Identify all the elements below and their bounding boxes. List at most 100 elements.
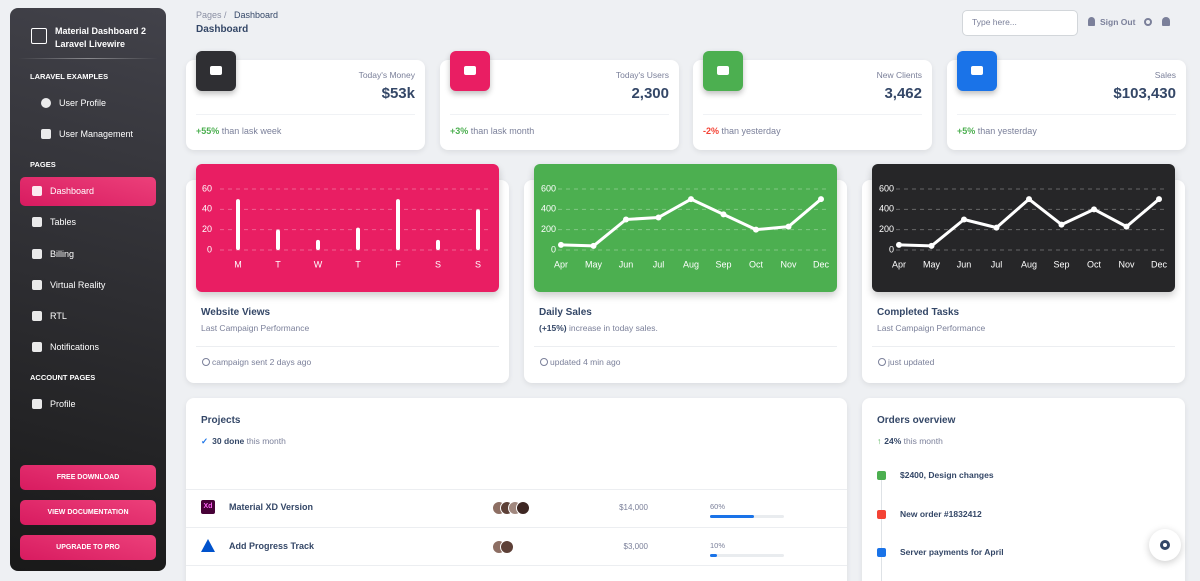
completion-label: 60% bbox=[710, 502, 726, 511]
timeline-item: Server payments for April bbox=[900, 547, 1004, 557]
member-avatar bbox=[516, 501, 530, 515]
line bbox=[898, 197, 1160, 248]
x-tick-label: T bbox=[275, 259, 281, 269]
stat-value: $103,430 bbox=[1113, 85, 1176, 102]
stat-icon bbox=[210, 66, 222, 75]
point bbox=[623, 216, 629, 223]
stat-change: +5% bbox=[957, 126, 976, 136]
sidebar-heading: PAGES bbox=[30, 160, 56, 170]
search-box[interactable] bbox=[962, 10, 1078, 36]
brand-line: Laravel Livewire bbox=[55, 39, 126, 49]
point bbox=[1058, 221, 1065, 228]
x-tick-label: Oct bbox=[1087, 259, 1102, 269]
nav-item[interactable]: Virtual Reality bbox=[50, 279, 106, 290]
user-icon bbox=[1088, 17, 1095, 26]
done-count: 30 done bbox=[212, 436, 245, 446]
point bbox=[558, 241, 564, 248]
settings-button[interactable] bbox=[1149, 529, 1181, 561]
stat-icon bbox=[971, 66, 983, 75]
point bbox=[1091, 206, 1097, 213]
progress-track bbox=[710, 554, 784, 557]
x-tick-label: Dec bbox=[1151, 259, 1168, 269]
nav-item[interactable]: User Management bbox=[59, 129, 134, 140]
progress-fill bbox=[710, 515, 755, 518]
chart: 0 200 400 600 Apr May Jun Jul Aug Sep Oct Nov Dec bbox=[541, 183, 830, 269]
x-tick-label: T bbox=[355, 259, 361, 269]
brand-line: Material Dashboard 2 bbox=[55, 26, 147, 36]
chart-card-divider bbox=[534, 346, 837, 347]
line bbox=[560, 197, 822, 248]
active-nav-bg bbox=[20, 177, 156, 207]
stat-change: -2% bbox=[703, 126, 720, 136]
timeline-item: $2400, Design changes bbox=[900, 470, 994, 480]
nav-item[interactable]: Tables bbox=[50, 217, 77, 228]
notifications-icon[interactable] bbox=[1162, 17, 1170, 26]
stat-divider bbox=[196, 114, 415, 115]
point bbox=[590, 242, 597, 249]
projects-title: Projects bbox=[201, 415, 241, 426]
bar bbox=[476, 209, 480, 250]
chart-card-divider bbox=[196, 346, 499, 347]
sidebar-divider bbox=[18, 58, 158, 59]
stat-change: +3% bbox=[450, 126, 469, 136]
x-tick-label: Jul bbox=[991, 259, 1003, 269]
nav-icon bbox=[32, 248, 42, 259]
nav-icon bbox=[41, 98, 51, 108]
timeline-item: New order #1832412 bbox=[900, 508, 982, 519]
sidebar-button[interactable]: VIEW DOCUMENTATION bbox=[20, 500, 156, 525]
y-tick-label: 0 bbox=[551, 244, 556, 254]
point bbox=[818, 196, 824, 203]
nav-item[interactable]: User Profile bbox=[59, 98, 107, 108]
x-tick-label: Aug bbox=[1021, 259, 1037, 269]
x-tick-label: W bbox=[314, 259, 323, 269]
nav-item[interactable]: Dashboard bbox=[50, 186, 95, 197]
sidebar-button[interactable]: UPGRADE TO PRO bbox=[20, 535, 156, 560]
member-avatar bbox=[500, 540, 514, 554]
chart: 0 200 400 600 Apr May Jun Jul Aug Sep Oct Nov Dec bbox=[879, 183, 1168, 269]
bar bbox=[316, 239, 320, 250]
up-arrow: ↑ bbox=[877, 436, 882, 446]
subtitle-text: increase in today sales. bbox=[569, 323, 658, 333]
y-tick-label: 400 bbox=[879, 204, 894, 214]
y-tick-label: 600 bbox=[541, 183, 556, 193]
nav-item[interactable]: Billing bbox=[50, 248, 75, 259]
stat-label: Sales bbox=[1154, 70, 1176, 80]
orders-summary: ↑ 24% this month bbox=[877, 434, 943, 448]
nav-item[interactable]: RTL bbox=[50, 311, 67, 321]
sign-out[interactable]: Sign Out bbox=[1100, 17, 1136, 27]
subtitle-text: Last Campaign Performance bbox=[201, 323, 310, 333]
point bbox=[1026, 196, 1032, 203]
project-budget: $14,000 bbox=[619, 503, 648, 512]
clock-icon bbox=[878, 358, 886, 366]
timeline-icon bbox=[877, 509, 886, 519]
bar bbox=[276, 229, 280, 250]
y-tick-label: 0 bbox=[207, 244, 212, 254]
y-tick-label: 0 bbox=[889, 244, 894, 254]
settings-icon[interactable] bbox=[1144, 18, 1152, 26]
stat-icon bbox=[717, 66, 729, 75]
timeline-icon bbox=[877, 548, 886, 557]
brand-logo bbox=[31, 28, 47, 44]
nav-item[interactable]: Notifications bbox=[50, 342, 100, 353]
x-tick-label: Jun bbox=[957, 259, 972, 269]
point bbox=[688, 196, 694, 203]
sidebar-button[interactable]: FREE DOWNLOAD bbox=[20, 465, 156, 490]
x-tick-label: Sep bbox=[1053, 259, 1069, 269]
timeline-icon bbox=[877, 471, 886, 480]
stat-footer: +5% than yesterday bbox=[957, 124, 1037, 138]
point bbox=[753, 226, 759, 233]
x-tick-label: Aug bbox=[683, 259, 699, 269]
point bbox=[896, 241, 902, 248]
point bbox=[720, 211, 727, 218]
stat-footer: -2% than yesterday bbox=[703, 124, 781, 138]
bar bbox=[236, 199, 240, 250]
chart-subtitle: Last Campaign Performance bbox=[201, 321, 309, 335]
subtitle-text: Last Campaign Performance bbox=[877, 323, 986, 333]
x-tick-label: Apr bbox=[892, 259, 906, 269]
nav-item[interactable]: Profile bbox=[50, 399, 76, 410]
stat-note: than yesterday bbox=[721, 126, 781, 136]
timeline-line bbox=[881, 480, 882, 581]
bar bbox=[356, 227, 360, 250]
nav-icon bbox=[32, 399, 42, 410]
point bbox=[993, 224, 1000, 231]
